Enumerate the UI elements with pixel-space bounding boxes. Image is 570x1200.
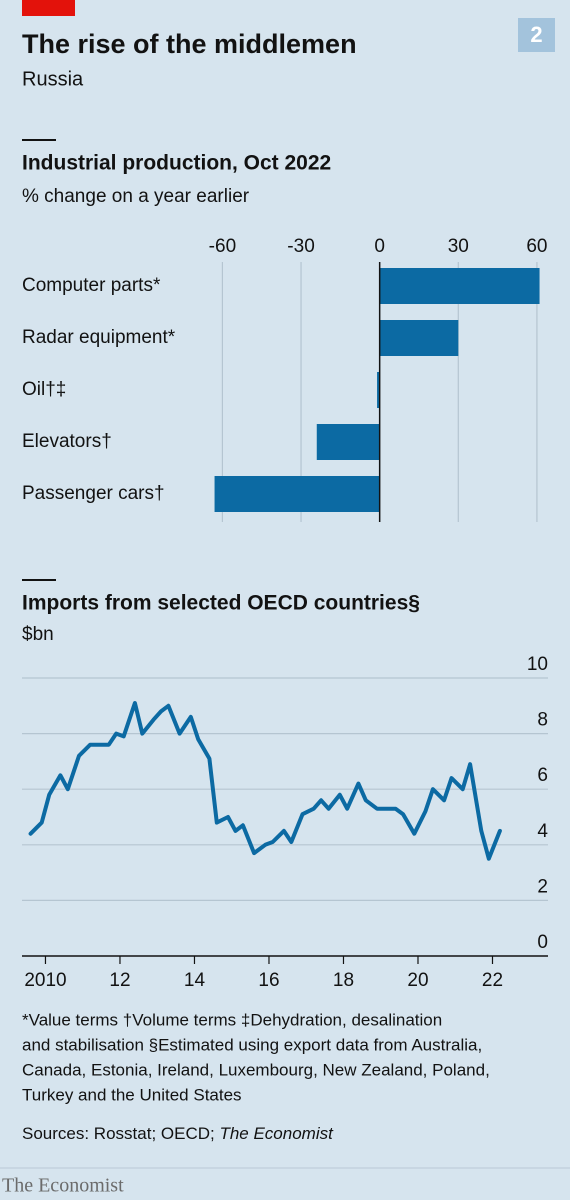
x-tick-label: 12	[109, 970, 130, 991]
category-label: Oil†‡	[22, 379, 66, 400]
x-tick-label: 2010	[24, 970, 66, 991]
footnote: and stabilisation §Estimated using expor…	[22, 1035, 482, 1054]
x-tick-label: 60	[526, 236, 547, 257]
badge-box	[518, 18, 555, 52]
source-text: Sources: Rosstat; OECD;	[22, 1124, 219, 1143]
title: The rise of the middlemen	[22, 29, 357, 59]
category-label: Radar equipment*	[22, 327, 176, 348]
y-tick-label: 4	[537, 821, 548, 842]
y-tick-label: 2	[537, 876, 548, 897]
source: Sources: Rosstat; OECD; The Economist	[22, 1124, 334, 1143]
chart-subtitle: % change on a year earlier	[22, 186, 250, 207]
x-tick-label: -60	[209, 236, 236, 257]
badge: 2	[530, 22, 542, 47]
chart-title: Industrial production, Oct 2022	[22, 152, 331, 175]
category-label: Elevators†	[22, 431, 112, 452]
x-tick-label: 18	[333, 970, 354, 991]
x-tick-label: 22	[482, 970, 503, 991]
brand: The Economist	[2, 1175, 124, 1197]
bar	[316, 424, 380, 460]
footnote: Canada, Estonia, Ireland, Luxembourg, Ne…	[22, 1060, 490, 1079]
bar	[214, 476, 380, 512]
chart-title: Imports from selected OECD countries§	[22, 592, 420, 615]
y-tick-label: 8	[537, 710, 548, 731]
x-tick-label: 20	[407, 970, 428, 991]
y-tick-label: 10	[527, 654, 548, 675]
source-italic: The Economist	[219, 1124, 334, 1143]
footnote: *Value terms †Volume terms ‡Dehydration,…	[22, 1010, 442, 1029]
bar	[377, 372, 380, 408]
category-label: Computer parts*	[22, 275, 161, 296]
red-tag	[22, 0, 75, 16]
subtitle: Russia	[22, 68, 84, 90]
y-tick-label: 6	[537, 765, 548, 786]
y-tick-label: 0	[537, 932, 548, 953]
line	[28, 701, 502, 861]
bar	[379, 320, 459, 356]
footnotes: *Value terms †Volume terms ‡Dehydration,…	[22, 1010, 490, 1104]
footnote: Turkey and the United States	[22, 1085, 242, 1104]
x-tick-label: 0	[374, 236, 385, 257]
bar	[379, 268, 540, 304]
chart-subtitle: $bn	[22, 624, 54, 645]
category-label: Passenger cars†	[22, 483, 165, 504]
x-tick-label: -30	[287, 236, 314, 257]
x-tick-label: 30	[448, 236, 469, 257]
x-tick-label: 14	[184, 970, 206, 991]
x-tick-label: 16	[258, 970, 279, 991]
